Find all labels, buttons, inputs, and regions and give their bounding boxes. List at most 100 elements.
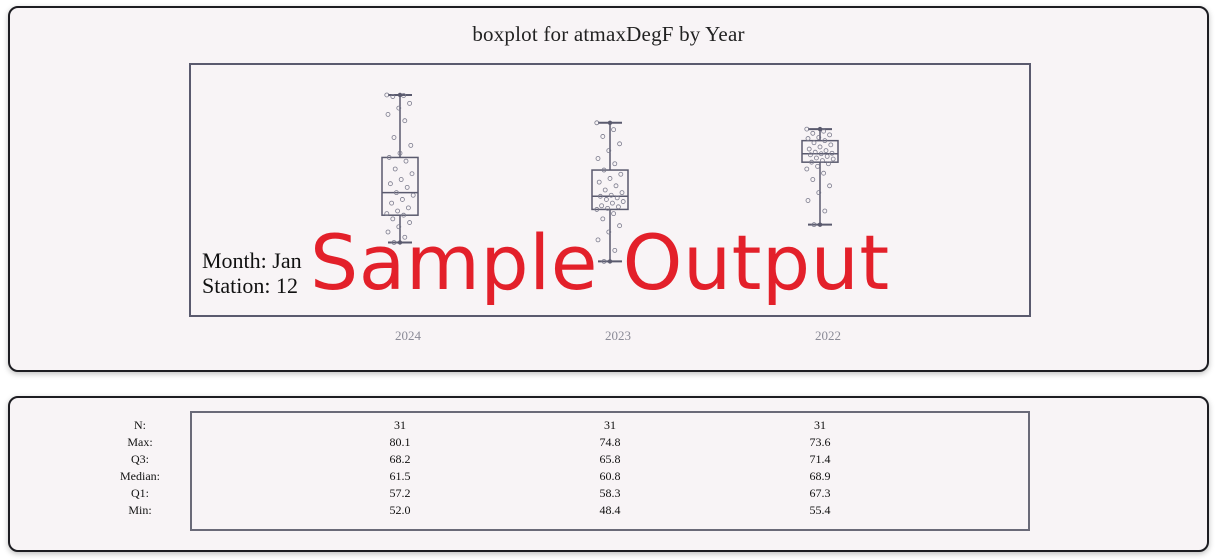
stat-value-2024: 52.0 xyxy=(389,503,411,517)
x-tick-label-2022: 2022 xyxy=(815,328,841,343)
point-2023-20 xyxy=(599,203,604,209)
point-2024-4 xyxy=(396,105,402,111)
point-2022-12 xyxy=(812,149,818,155)
point-2022-20 xyxy=(809,159,814,165)
point-2022-26 xyxy=(827,183,832,189)
point-2024-18 xyxy=(410,192,416,198)
stat-value-2024: 80.1 xyxy=(389,435,411,449)
point-2024-23 xyxy=(384,211,390,217)
point-2022-10 xyxy=(806,146,812,152)
point-2023-29 xyxy=(612,247,618,253)
point-2022-29 xyxy=(822,208,828,214)
x-tick-labels: 2024 2023 2022 xyxy=(395,328,841,343)
min-dot-2022 xyxy=(817,222,823,227)
point-2023-30 xyxy=(601,258,607,264)
point-2024-16 xyxy=(404,184,410,190)
min-dot-2024 xyxy=(397,240,403,245)
point-2023-22 xyxy=(605,205,610,211)
point-2024-27 xyxy=(396,224,402,230)
iqr-box-2022 xyxy=(801,139,839,163)
point-2023-27 xyxy=(606,229,612,235)
point-2023-18 xyxy=(620,199,626,204)
point-2024-13 xyxy=(409,171,415,177)
x-tick-label-2024: 2024 xyxy=(395,328,422,343)
point-2022-30 xyxy=(811,222,817,228)
point-2023-1 xyxy=(611,127,616,133)
point-2022-23 xyxy=(804,166,810,172)
stat-row-label: N: xyxy=(134,418,146,432)
x-tick-label-2023: 2023 xyxy=(605,328,631,343)
stat-value-2023: 31 xyxy=(604,418,616,432)
point-2023-28 xyxy=(595,237,601,243)
station-label: Station: 12 xyxy=(202,273,298,298)
point-2022-6 xyxy=(822,138,828,144)
stat-row-label: Q3: xyxy=(131,452,149,466)
point-2022-27 xyxy=(816,190,822,196)
point-2022-0 xyxy=(804,126,810,132)
point-2024-22 xyxy=(395,208,401,214)
stat-row-label: Min: xyxy=(128,503,152,517)
point-2022-18 xyxy=(830,156,836,162)
point-2024-25 xyxy=(390,216,396,222)
stat-value-2023: 60.8 xyxy=(599,469,621,483)
point-2024-28 xyxy=(385,229,391,235)
point-2024-11 xyxy=(403,158,409,164)
point-2023-14 xyxy=(608,192,614,198)
stat-value-2023: 65.8 xyxy=(599,452,621,466)
point-2022-3 xyxy=(827,132,832,138)
point-2022-25 xyxy=(810,177,816,182)
stat-value-2022: 68.9 xyxy=(809,469,831,483)
plot-area-frame xyxy=(189,63,1031,317)
point-2022-14 xyxy=(818,151,824,157)
point-2022-16 xyxy=(824,153,830,159)
boxes-layer xyxy=(381,92,839,264)
point-2024-6 xyxy=(402,118,408,124)
point-2022-5 xyxy=(805,136,811,141)
max-dot-2022 xyxy=(817,126,823,132)
point-2023-23 xyxy=(594,207,600,212)
stat-value-2022: 71.4 xyxy=(809,452,831,466)
point-2024-14 xyxy=(398,177,404,182)
point-2023-7 xyxy=(601,167,607,173)
iqr-box-2023 xyxy=(591,169,629,211)
point-2024-2 xyxy=(390,94,396,99)
point-2022-17 xyxy=(814,155,819,161)
stat-row-label: Q1: xyxy=(131,486,149,500)
point-2022-19 xyxy=(820,158,825,164)
point-2024-20 xyxy=(389,200,395,206)
iqr-box-2024 xyxy=(381,156,419,216)
point-2023-6 xyxy=(612,161,618,167)
min-dot-2023 xyxy=(607,259,613,264)
point-2024-10 xyxy=(386,155,392,160)
point-2022-2 xyxy=(810,130,816,136)
point-2022-15 xyxy=(808,152,813,158)
point-2022-13 xyxy=(829,150,835,156)
point-2024-8 xyxy=(408,142,414,148)
point-2023-13 xyxy=(619,190,625,196)
chart-title: boxplot for atmaxDegF by Year xyxy=(472,22,745,46)
point-2023-3 xyxy=(617,141,622,147)
point-2022-1 xyxy=(821,128,826,134)
point-2022-4 xyxy=(816,135,822,140)
point-2024-26 xyxy=(407,220,413,225)
point-2022-21 xyxy=(826,161,831,167)
point-2024-7 xyxy=(391,135,397,140)
point-2024-19 xyxy=(399,197,405,202)
stat-row-label: Median: xyxy=(120,469,160,483)
stat-value-2024: 31 xyxy=(394,418,406,432)
point-2022-28 xyxy=(805,198,811,203)
boxplot-chart: 2024 2023 2022 xyxy=(189,63,1031,343)
point-2024-3 xyxy=(407,100,413,106)
point-2022-24 xyxy=(821,170,826,176)
point-2022-11 xyxy=(823,148,829,154)
point-2023-5 xyxy=(595,156,601,161)
stat-value-2023: 74.8 xyxy=(599,435,621,449)
point-2024-5 xyxy=(385,112,391,117)
point-2024-12 xyxy=(392,166,398,172)
box-2023 xyxy=(591,120,629,264)
point-2022-9 xyxy=(817,144,823,150)
stat-value-2022: 31 xyxy=(814,418,826,432)
stat-value-2022: 73.6 xyxy=(809,435,831,449)
stats-panel: N: Max: Q3: Median: Q1: Min: 31 80.1 68.2 61.5 57.… xyxy=(8,396,1209,552)
chart-panel: boxplot for atmaxDegF by Year 2024 2023 20… xyxy=(8,6,1209,372)
